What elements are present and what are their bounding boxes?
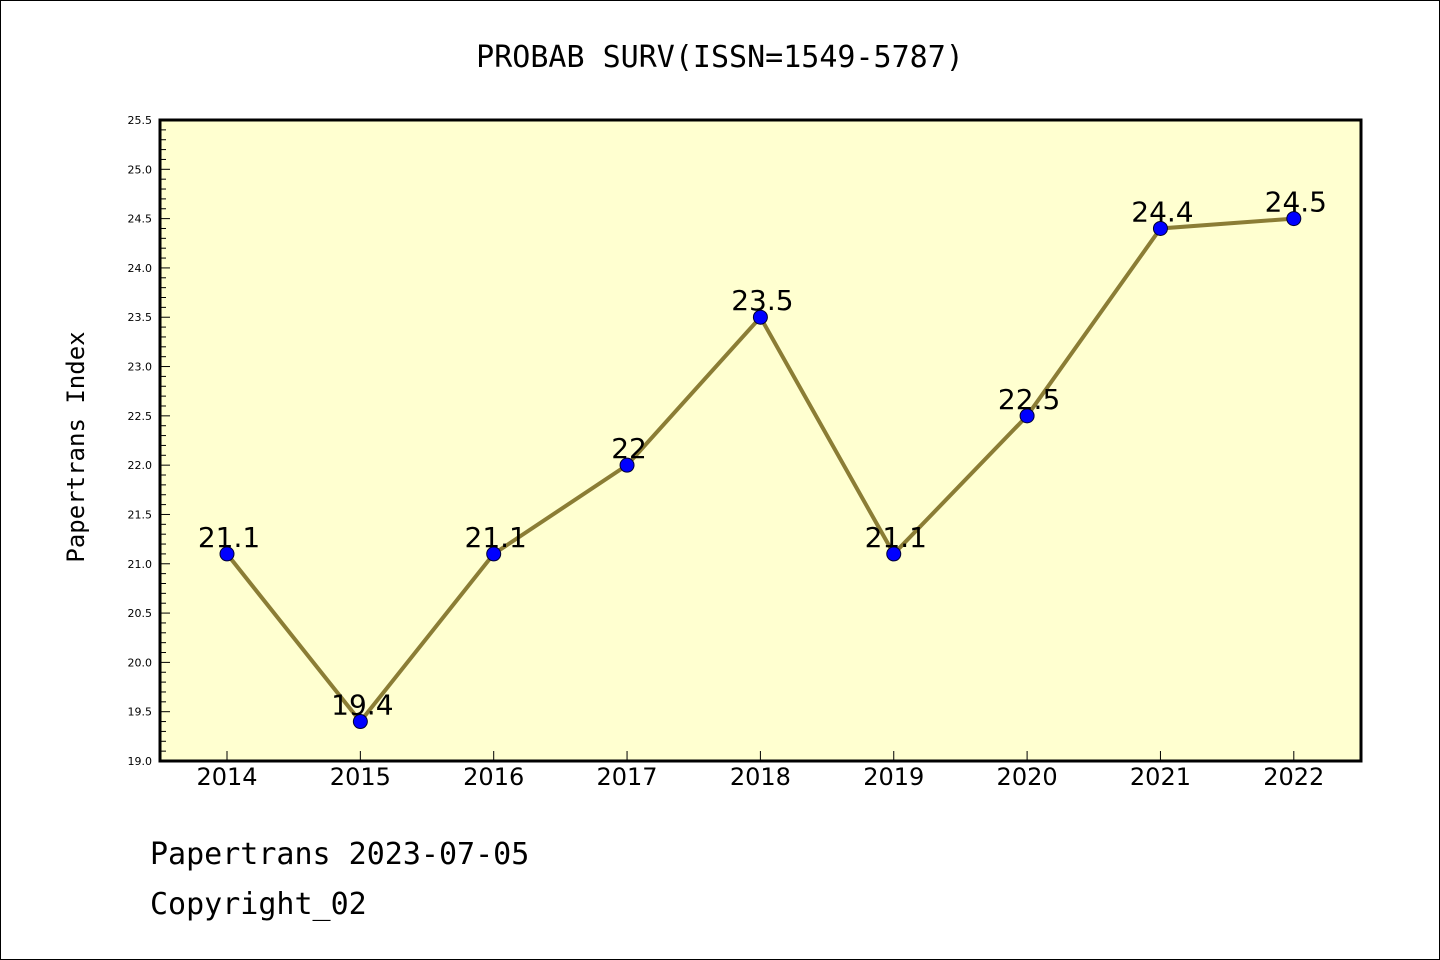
x-tick-label: 2015 [330,763,391,791]
x-tick-label: 2018 [730,763,791,791]
x-tick-label: 2020 [997,763,1058,791]
data-label: 22 [611,432,647,465]
y-tick-label: 19.0 [128,755,153,768]
x-tick-label: 2017 [597,763,658,791]
data-label: 23.5 [731,284,793,317]
x-tick-label: 2022 [1263,763,1324,791]
chart-title: PROBAB SURV(ISSN=1549-5787) [476,40,964,75]
data-label: 21.1 [198,521,260,554]
data-labels: 21.1 19.4 21.1 22 23.5 21.1 22.5 24.4 24.5 [198,186,1327,722]
x-tick-label: 2021 [1130,763,1191,791]
y-tick-label: 19.5 [128,706,153,719]
x-tick-label: 2014 [196,763,257,791]
data-point [886,546,902,562]
data-point [352,714,368,730]
footer-copyright: Copyright_02 [150,887,367,922]
data-point [1019,408,1035,424]
y-tick-label: 21.5 [128,508,153,521]
data-label: 24.4 [1131,195,1193,228]
data-point [219,546,235,562]
data-label: 21.1 [865,521,927,554]
data-point [752,309,768,325]
data-label: 19.4 [331,689,393,722]
x-tick-label: 2016 [463,763,524,791]
data-points [219,211,1302,730]
y-tick-label: 24.5 [128,213,153,226]
y-tick-label: 22.0 [128,459,153,472]
x-tick-label: 2019 [863,763,924,791]
y-tick-label: 22.5 [128,410,153,423]
x-axis: 2014 2015 2016 2017 2018 2019 2020 2021 2022 [196,751,1324,791]
data-point [1286,211,1302,227]
data-point [1152,220,1168,236]
y-tick-label: 21.0 [128,558,153,571]
data-label: 21.1 [465,521,527,554]
y-tick-label: 25.0 [128,163,153,176]
y-tick-label: 20.0 [128,656,153,669]
data-label: 24.5 [1265,186,1327,219]
y-tick-label: 20.5 [128,607,153,620]
y-tick-label: 24.0 [128,262,153,275]
data-point [486,546,502,562]
y-axis: 19.0 19.5 20.0 20.5 21.0 21.5 22.0 22.5 23.0 23.5… [128,114,170,768]
y-axis-label: Papertrans Index [62,331,90,562]
footer-date: Papertrans 2023-07-05 [150,837,529,872]
y-tick-label: 23.5 [128,311,153,324]
y-tick-label: 23.0 [128,361,153,374]
y-tick-label: 25.5 [128,114,153,127]
data-point [619,457,635,473]
data-label: 22.5 [998,383,1060,416]
